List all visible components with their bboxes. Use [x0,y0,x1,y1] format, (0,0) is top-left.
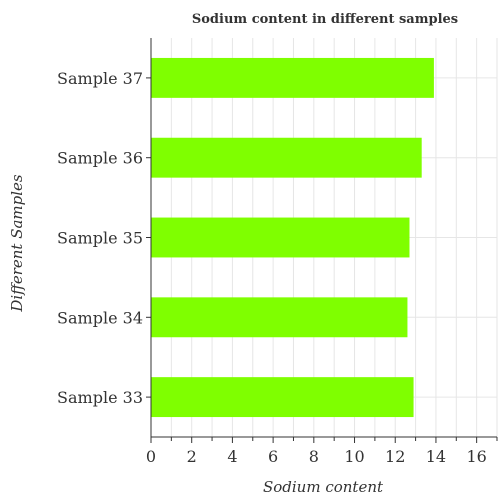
x-tick-label: 14 [426,447,446,466]
y-tick-label: Sample 37 [57,69,143,88]
bars [151,57,434,418]
x-tick-label: 6 [268,447,278,466]
x-tick-label: 16 [466,447,486,466]
x-tick-label: 10 [344,447,364,466]
chart-title: Sodium content in different samples [192,12,458,27]
axes: Sample 33 Sample 34 Sample 35 Sample 36 Samp… [57,38,498,466]
bar [151,297,408,338]
x-tick-label: 12 [385,447,405,466]
x-tick-label: 0 [146,447,156,466]
x-tick-label: 8 [309,447,319,466]
y-tick-label: Sample 34 [57,308,143,327]
x-tick-label: 4 [227,447,237,466]
y-tick-label: Sample 35 [57,229,143,248]
x-axis-label: Sodium content [263,478,384,496]
y-tick-label: Sample 33 [57,388,143,407]
bar [151,57,434,98]
bar [151,217,410,258]
bar [151,377,414,418]
y-axis-label: Different Samples [8,174,26,313]
x-tick-label: 2 [187,447,197,466]
bar [151,137,422,178]
y-tick-label: Sample 36 [57,149,143,168]
